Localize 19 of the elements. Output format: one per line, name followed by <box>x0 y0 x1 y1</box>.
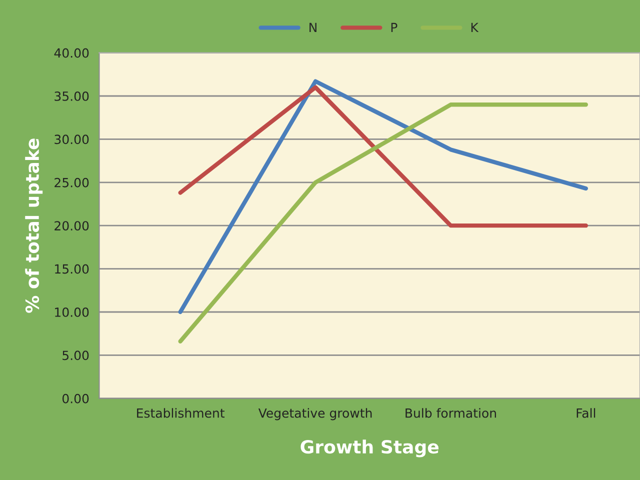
x-axis-title: Growth Stage <box>300 440 439 458</box>
y-axis-title: % of total uptake <box>25 138 43 313</box>
y-tick-label: 10.00 <box>55 307 89 317</box>
y-tick-label: 40.00 <box>54 48 89 58</box>
x-tick-label: Fall <box>576 408 596 418</box>
y-tick-label: 35.00 <box>54 91 89 101</box>
x-tick-label: Establishment <box>137 408 225 418</box>
legend-label: K <box>471 22 479 32</box>
y-tick-label: 15.00 <box>55 264 89 274</box>
y-tick-label: 25.00 <box>54 178 89 188</box>
y-tick-label: 30.00 <box>54 134 89 144</box>
y-tick-label: 5.00 <box>62 350 89 360</box>
x-tick-label: Bulb formation <box>406 408 496 418</box>
y-tick-label: 20.00 <box>54 221 89 231</box>
x-tick-label: Vegetative growth <box>258 408 372 420</box>
y-tick-label: 0.00 <box>62 394 89 404</box>
legend-label: N <box>310 22 316 32</box>
legend-label: P <box>391 22 398 32</box>
line-series <box>178 79 588 314</box>
